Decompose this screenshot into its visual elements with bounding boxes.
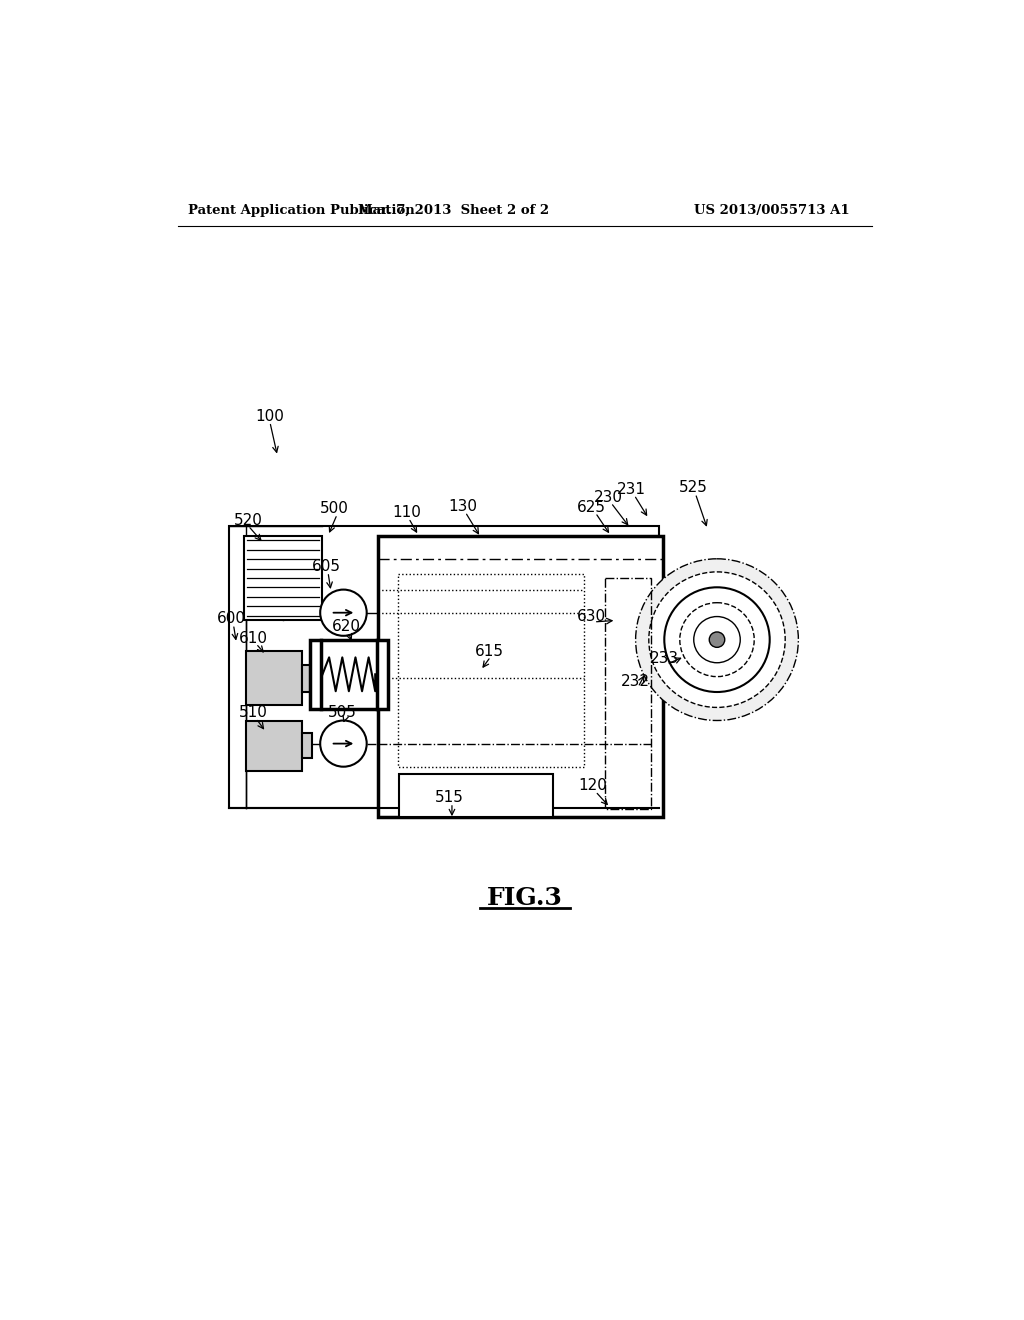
Bar	[604, 578, 651, 809]
Text: 525: 525	[679, 480, 709, 495]
Text: 615: 615	[475, 644, 504, 659]
Circle shape	[665, 587, 770, 692]
Circle shape	[636, 558, 799, 721]
Bar	[302, 665, 312, 692]
Text: 600: 600	[216, 611, 246, 627]
Text: Patent Application Publication: Patent Application Publication	[188, 205, 415, 218]
Bar	[302, 733, 312, 758]
Text: 605: 605	[312, 558, 341, 574]
Text: Mar. 7, 2013  Sheet 2 of 2: Mar. 7, 2013 Sheet 2 of 2	[358, 205, 549, 218]
Bar	[246, 721, 302, 771]
Bar	[378, 536, 663, 817]
Bar	[310, 640, 388, 709]
Text: 230: 230	[594, 490, 623, 504]
Circle shape	[321, 590, 367, 636]
Text: 231: 231	[617, 482, 646, 498]
Text: 630: 630	[577, 609, 606, 624]
Text: FIG.3: FIG.3	[486, 886, 563, 909]
Circle shape	[710, 632, 725, 647]
Text: 120: 120	[579, 779, 607, 793]
Circle shape	[649, 572, 785, 708]
Text: 510: 510	[240, 705, 268, 721]
Text: 620: 620	[332, 619, 361, 634]
Text: 500: 500	[319, 502, 348, 516]
Text: 130: 130	[449, 499, 477, 513]
Text: 110: 110	[392, 506, 422, 520]
Text: 520: 520	[233, 512, 262, 528]
Text: 625: 625	[577, 500, 606, 515]
Text: 610: 610	[239, 631, 268, 645]
Bar	[245, 536, 322, 620]
Text: 515: 515	[435, 789, 464, 805]
Text: 232: 232	[622, 675, 650, 689]
Text: 505: 505	[329, 705, 357, 721]
Bar	[399, 775, 553, 817]
Text: 100: 100	[255, 409, 285, 424]
Circle shape	[321, 721, 367, 767]
Bar	[228, 527, 658, 808]
Bar	[246, 651, 302, 705]
Text: 233: 233	[650, 651, 679, 667]
Bar	[397, 574, 584, 767]
Text: US 2013/0055713 A1: US 2013/0055713 A1	[693, 205, 849, 218]
